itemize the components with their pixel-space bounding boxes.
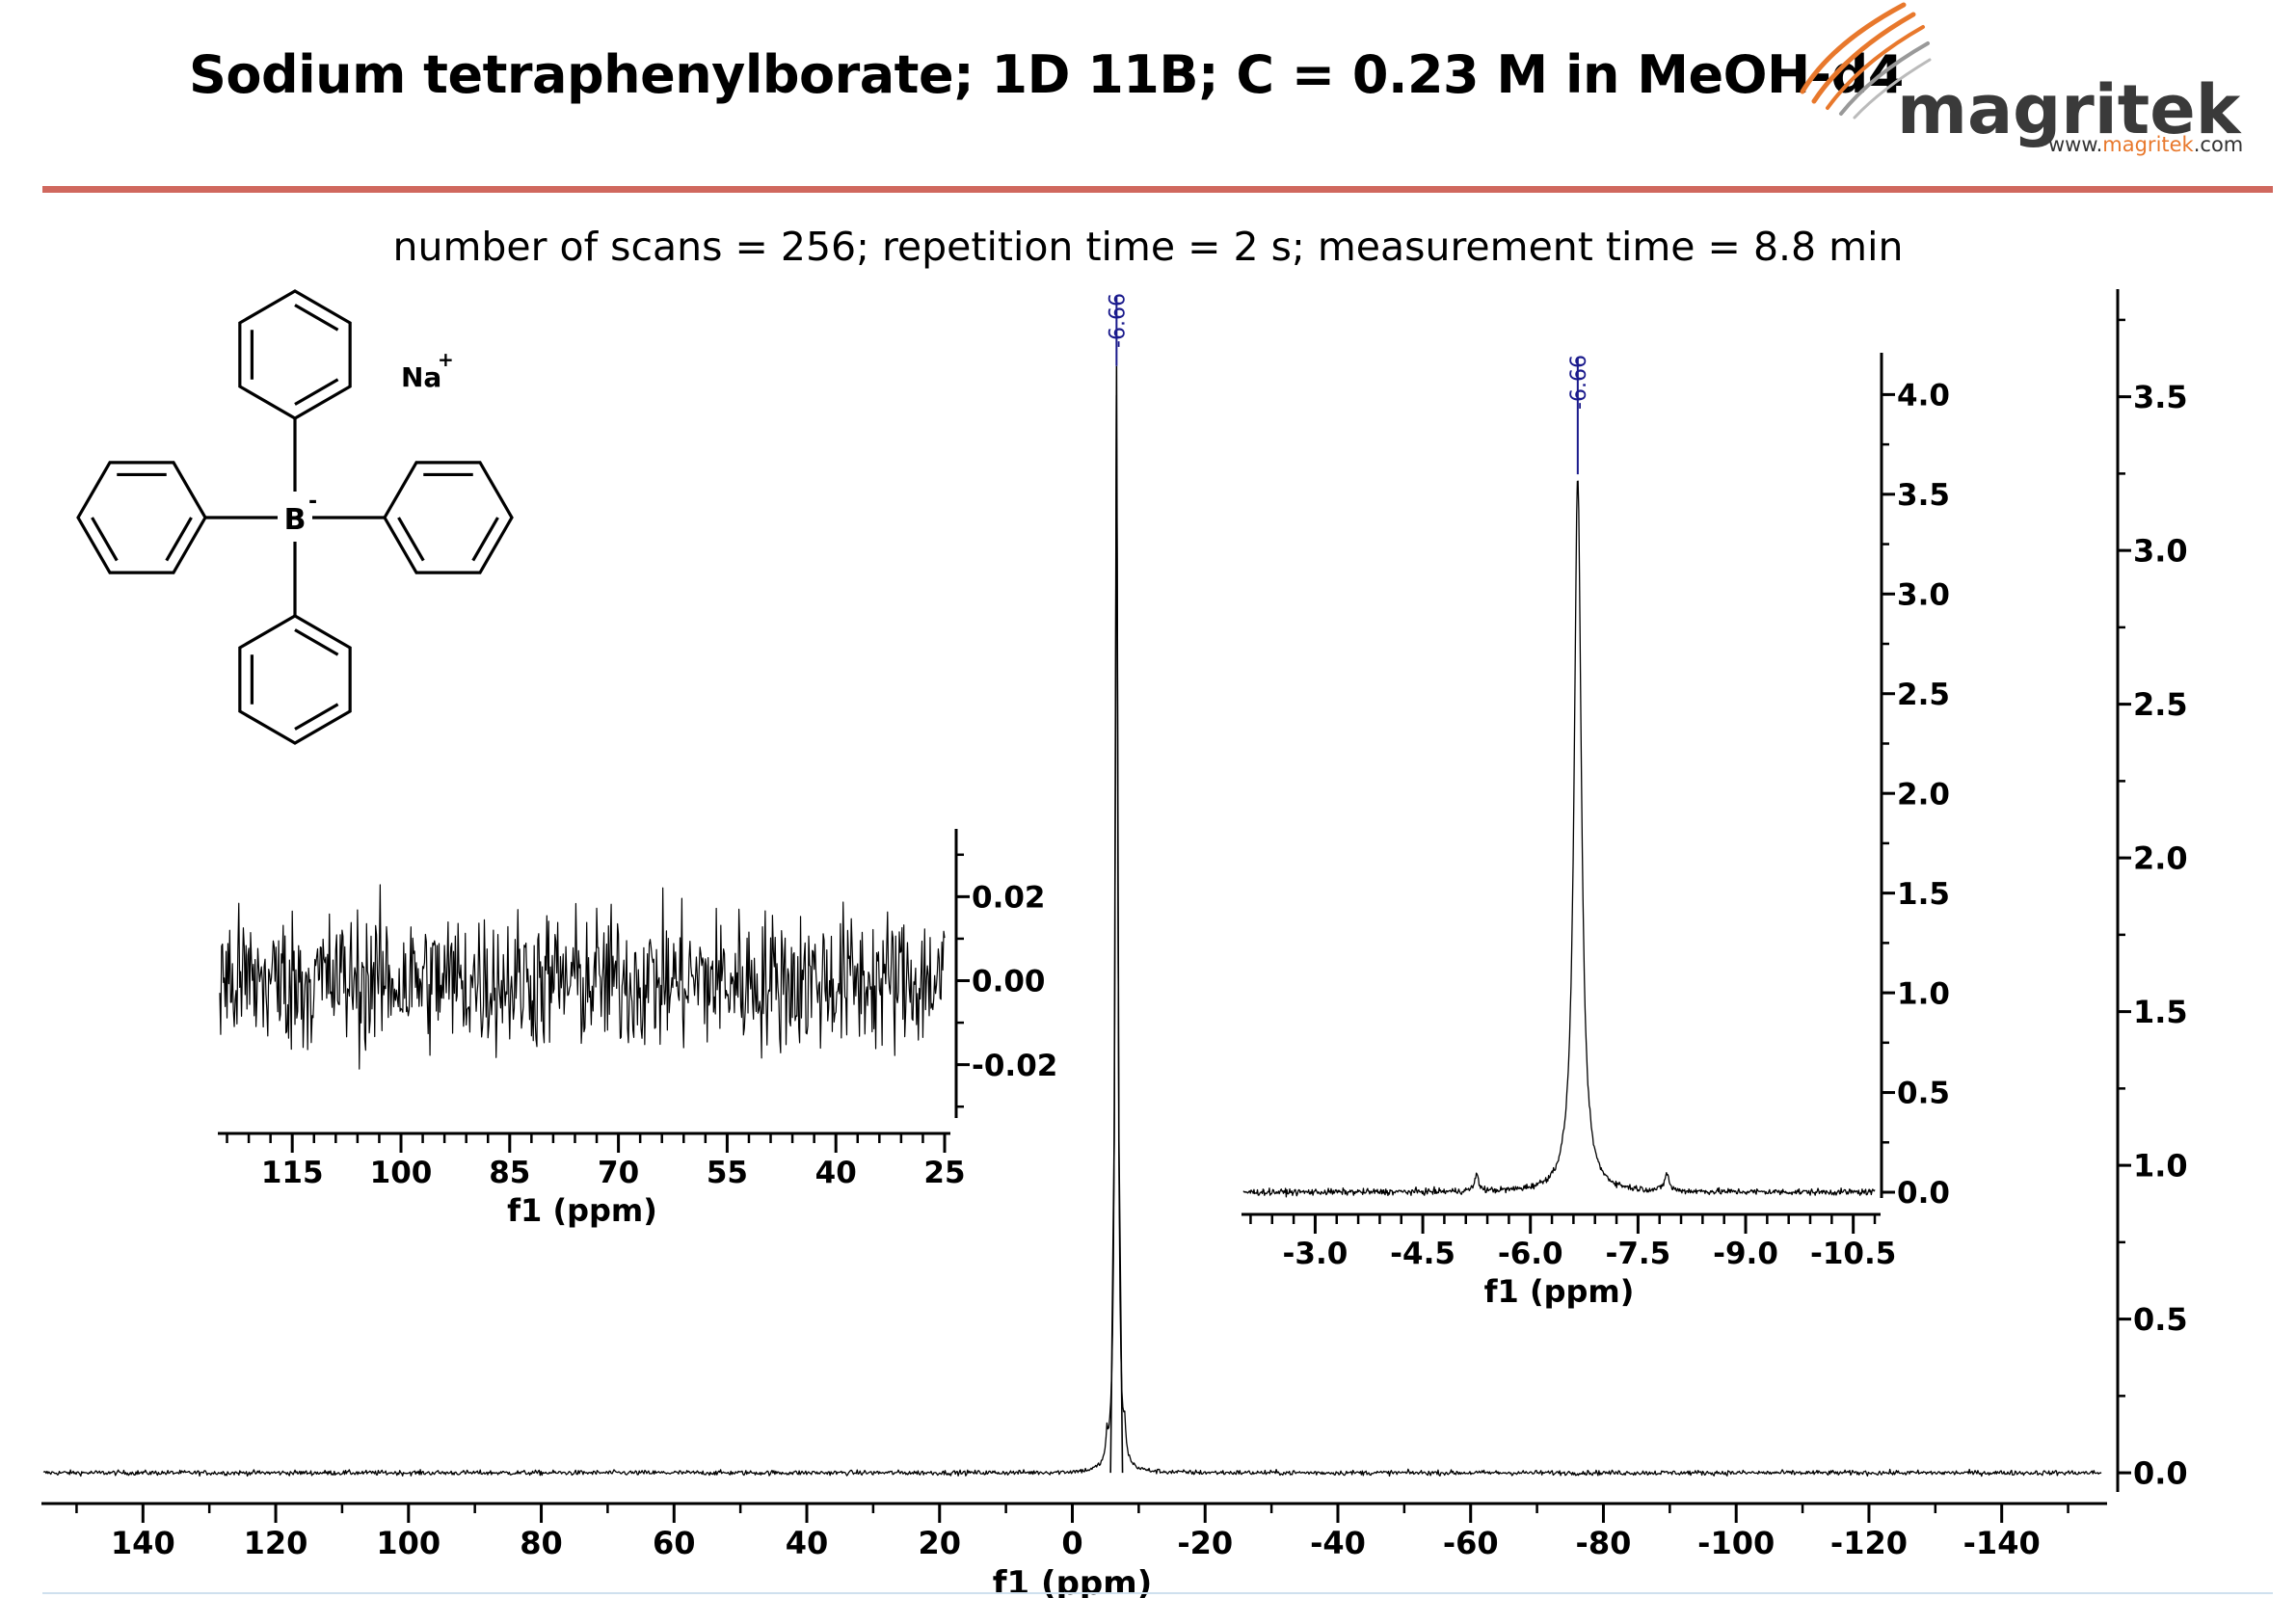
phenyl-ring-top-double-bond — [294, 304, 339, 332]
main-y-tick-label: 2.5 — [2133, 686, 2188, 723]
sodium-ion-label: Na — [401, 361, 441, 393]
sodium-charge-label: + — [438, 348, 454, 371]
main-x-tick-label: -100 — [1697, 1525, 1775, 1561]
inset-peak-y-tick-label: 4.0 — [1897, 379, 1950, 413]
acquisition-parameters: number of scans = 256; repetition time =… — [392, 224, 1904, 270]
main-x-tick-label: 80 — [520, 1525, 563, 1561]
inset-noise-y-tick-label: -0.02 — [972, 1049, 1057, 1083]
inset-noise-x-tick-label: 40 — [815, 1156, 857, 1190]
inset-peak-x-tick-label: -3.0 — [1283, 1237, 1348, 1271]
main-x-tick-label: 40 — [786, 1525, 829, 1561]
inset-noise-x-tick-label: 115 — [261, 1156, 324, 1190]
inset-noise-x-axis-label: f1 (ppm) — [507, 1192, 657, 1229]
main-y-tick-label: 3.0 — [2133, 533, 2188, 570]
phenyl-ring-right-double-bond — [397, 517, 425, 562]
main-x-tick-label: -140 — [1963, 1525, 2041, 1561]
main-x-tick-label: -80 — [1576, 1525, 1632, 1561]
inset-noise-trace — [219, 884, 946, 1070]
inset-peak-x-tick-label: -4.5 — [1390, 1237, 1455, 1271]
main-x-tick-label: 60 — [653, 1525, 696, 1561]
inset-noise-x-tick-label: 25 — [923, 1156, 965, 1190]
inset-peak-y-tick-label: 1.0 — [1897, 976, 1950, 1011]
inset-peak-x-axis-label: f1 (ppm) — [1484, 1273, 1635, 1310]
inset-peak-y-tick-label: 2.0 — [1897, 777, 1950, 812]
phenyl-ring-top — [238, 289, 352, 420]
logo-swoosh-icon — [1800, 2, 1932, 120]
footer-divider — [42, 1592, 2273, 1594]
inset-noise-y-tick-label: 0.02 — [972, 881, 1046, 916]
phenyl-ring-left-double-bond — [91, 517, 119, 562]
logo-brand: magritek — [1897, 70, 2242, 149]
inset-peak-y-tick-label: 1.5 — [1897, 877, 1950, 912]
page-title: Sodium tetraphenylborate; 1D 11B; C = 0.… — [189, 44, 1904, 105]
magritek-logo: magritek www.magritek.com — [1800, 2, 2243, 156]
phenyl-ring-bottom — [238, 614, 352, 745]
main-y-tick-label: 1.0 — [2133, 1148, 2188, 1185]
logo-url-suffix: .com — [2194, 133, 2244, 156]
phenyl-ring-left — [76, 461, 207, 574]
main-y-tick-label: 0.5 — [2133, 1301, 2188, 1338]
logo-url-prefix: www. — [2048, 133, 2102, 156]
inset-noise-x-tick-label: 100 — [370, 1156, 433, 1190]
inset-peak-x-tick-label: -7.5 — [1605, 1237, 1670, 1271]
header-divider — [42, 186, 2273, 193]
inset-peak-y-tick-label: 3.0 — [1897, 577, 1950, 612]
inset-noise-spectrum: 115 100 85 70 55 40 25 f1 (ppm) 0.02 0.00 -0.02 — [218, 829, 1057, 1229]
inset-peak-y-tick-label: 2.5 — [1897, 678, 1950, 712]
inset-noise-x-tick-label: 70 — [598, 1156, 639, 1190]
phenyl-ring-right-double-bond — [471, 517, 499, 562]
inset-peak-y-tick-label: 3.5 — [1897, 478, 1950, 513]
phenyl-ring-bottom-double-bond — [294, 628, 339, 656]
inset-peak-x-tick-label: -6.0 — [1498, 1237, 1563, 1271]
main-x-tick-label: -40 — [1310, 1525, 1366, 1561]
phenyl-ring-right — [383, 461, 514, 574]
main-peak-label: -6.66 — [1106, 293, 1130, 348]
inset-noise-x-tick-label: 85 — [489, 1156, 530, 1190]
main-y-tick-label: 3.5 — [2133, 379, 2188, 415]
main-x-tick-label: 0 — [1061, 1525, 1082, 1561]
inset-peak-x-tick-label: -9.0 — [1713, 1237, 1778, 1271]
main-x-tick-label: -20 — [1177, 1525, 1233, 1561]
inset-peak-trace — [1242, 480, 1876, 1198]
main-y-tick-label: 2.0 — [2133, 840, 2188, 877]
main-y-tick-label: 1.5 — [2133, 994, 2188, 1030]
logo-url: www.magritek.com — [2048, 133, 2243, 156]
boron-atom-label: B — [284, 503, 307, 537]
main-x-tick-label: 20 — [918, 1525, 961, 1561]
main-y-tick-label: 0.0 — [2133, 1455, 2188, 1492]
boron-charge-label: - — [308, 490, 317, 514]
main-trace — [42, 394, 2102, 1478]
inset-noise-x-tick-label: 55 — [707, 1156, 748, 1190]
inset-peak-spectrum: -3.0 -4.5 -6.0 -7.5 -9.0 -10.5 f1 (ppm) 0.0 0.5 1… — [1241, 353, 1950, 1310]
phenyl-ring-top-double-bond — [294, 378, 339, 406]
main-x-tick-label: 120 — [244, 1525, 308, 1561]
inset-peak-y-tick-label: 0.5 — [1897, 1077, 1950, 1111]
main-x-tick-label: 100 — [376, 1525, 441, 1561]
inset-peak-y-tick-label: 0.0 — [1897, 1176, 1950, 1211]
tetraphenylborate-structure: B- Na+ — [76, 289, 514, 745]
main-x-tick-label: -120 — [1830, 1525, 1908, 1561]
main-x-tick-label: 140 — [111, 1525, 175, 1561]
phenyl-ring-bottom-double-bond — [294, 703, 339, 731]
main-x-tick-label: -60 — [1443, 1525, 1499, 1561]
inset-noise-y-tick-label: 0.00 — [972, 965, 1046, 999]
main-spectrum: 140 120 100 80 60 40 20 0 -20 -40 -60 -80 -100 -120 -1… — [41, 289, 2188, 1598]
inset-peak-peak-label: -6.66 — [1567, 355, 1591, 410]
phenyl-ring-left-double-bond — [165, 517, 193, 562]
inset-peak-x-tick-label: -10.5 — [1810, 1237, 1896, 1271]
logo-url-brand: magritek — [2102, 133, 2194, 156]
